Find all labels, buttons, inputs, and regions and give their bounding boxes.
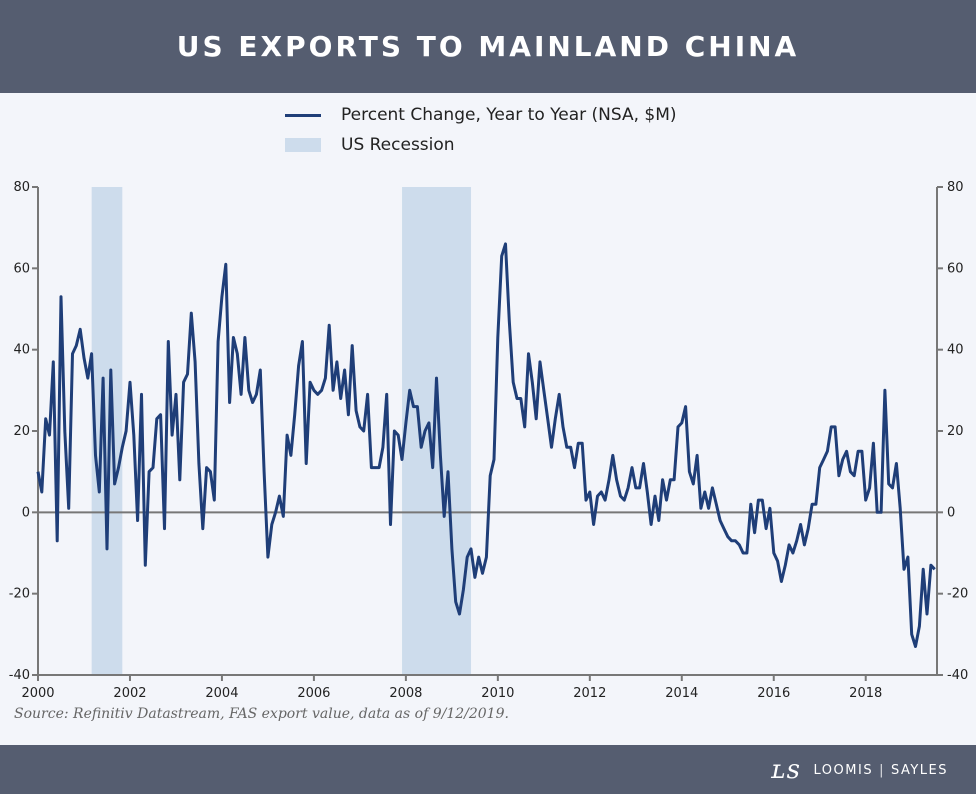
y-tick-label-right: 80: [947, 180, 964, 195]
x-tick-label: 2018: [849, 686, 882, 700]
legend-line-swatch: [285, 113, 321, 117]
y-tick-label-left: -40: [9, 668, 30, 683]
loomis-sayles-logo: ʟs LOOMIS | SAYLES: [771, 755, 948, 785]
y-tick-label-left: 0: [22, 505, 30, 520]
x-tick-label: 2000: [21, 686, 54, 700]
logo-right: SAYLES: [890, 762, 948, 778]
source-note: Source: Refinitiv Datastream, FAS export…: [14, 706, 509, 722]
x-tick-label: 2010: [481, 686, 514, 700]
recession-band: [402, 187, 472, 675]
y-tick-label-left: 20: [13, 424, 30, 439]
x-tick-label: 2016: [757, 686, 790, 700]
legend-item-line: Percent Change, Year to Year (NSA, $M): [285, 100, 677, 130]
legend-item-recession: US Recession: [285, 130, 677, 160]
y-tick-label-right: -40: [947, 668, 968, 683]
series-line: [36, 242, 936, 648]
x-tick-label: 2002: [113, 686, 146, 700]
y-tick-label-left: 60: [13, 261, 30, 276]
chart-title: US EXPORTS TO MAINLAND CHINA: [176, 30, 800, 63]
logo-separator: |: [879, 762, 885, 778]
y-tick-label-left: -20: [9, 587, 30, 602]
y-tick-label-left: 40: [13, 343, 30, 358]
x-tick-label: 2006: [297, 686, 330, 700]
logo-left: LOOMIS: [813, 762, 874, 778]
x-tick-label: 2008: [389, 686, 422, 700]
legend: Percent Change, Year to Year (NSA, $M) U…: [285, 100, 677, 160]
y-tick-label-right: 60: [947, 261, 964, 276]
legend-label-series: Percent Change, Year to Year (NSA, $M): [341, 105, 677, 125]
title-bar: US EXPORTS TO MAINLAND CHINA: [0, 0, 976, 93]
y-tick-label-right: 0: [947, 505, 955, 520]
y-tick-label-right: 20: [947, 424, 964, 439]
legend-label-recession: US Recession: [341, 135, 455, 155]
y-tick-label-right: 40: [947, 343, 964, 358]
x-tick-label: 2012: [573, 686, 606, 700]
recession-band: [91, 187, 123, 675]
x-tick-label: 2004: [205, 686, 238, 700]
legend-band-swatch: [285, 138, 321, 152]
y-tick-label-left: 80: [13, 180, 30, 195]
x-tick-label: 2014: [665, 686, 698, 700]
y-tick-label-right: -20: [947, 587, 968, 602]
footer-bar: ʟs LOOMIS | SAYLES: [0, 745, 976, 794]
logo-mark: ʟs: [771, 755, 802, 785]
